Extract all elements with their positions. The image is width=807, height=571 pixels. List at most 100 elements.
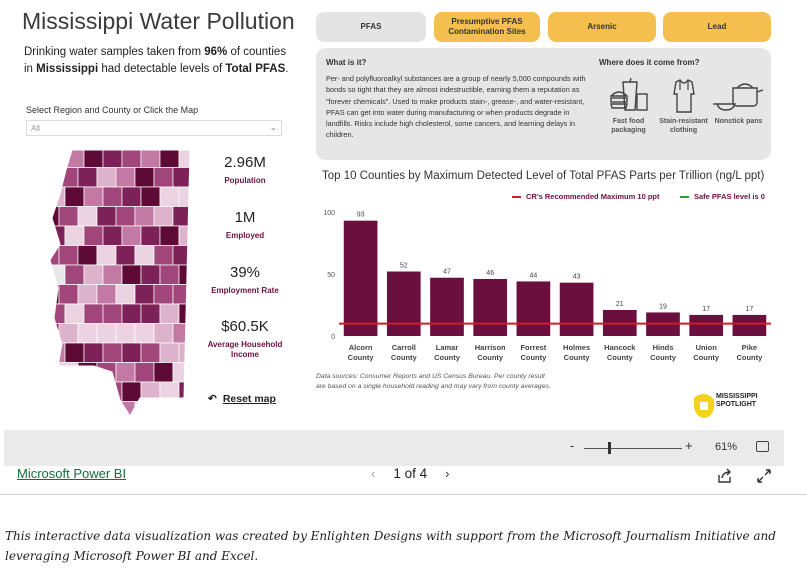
county-shape[interactable] <box>121 342 142 363</box>
county-shape[interactable] <box>159 342 180 363</box>
bar[interactable] <box>559 282 594 336</box>
county-shape[interactable] <box>83 303 104 324</box>
county-shape[interactable] <box>102 303 123 324</box>
county-shape[interactable] <box>64 381 85 402</box>
bar[interactable] <box>732 314 767 336</box>
county-shape[interactable] <box>58 245 79 266</box>
county-shape[interactable] <box>77 401 98 421</box>
bar[interactable] <box>386 271 421 336</box>
reset-map-button[interactable]: ↶ Reset map <box>208 393 276 405</box>
bar[interactable] <box>689 314 724 336</box>
county-shape[interactable] <box>102 186 123 207</box>
county-shape[interactable] <box>121 148 142 168</box>
county-shape[interactable] <box>121 303 142 324</box>
county-shape[interactable] <box>178 342 196 363</box>
county-shape[interactable] <box>172 245 192 266</box>
county-shape[interactable] <box>58 284 79 305</box>
county-shape[interactable] <box>46 264 66 285</box>
county-shape[interactable] <box>64 342 85 363</box>
county-shape[interactable] <box>178 186 196 207</box>
county-shape[interactable] <box>102 225 123 246</box>
county-shape[interactable] <box>140 186 161 207</box>
county-shape[interactable] <box>96 167 117 188</box>
county-shape[interactable] <box>159 264 180 285</box>
county-shape[interactable] <box>83 342 104 363</box>
county-shape[interactable] <box>172 362 192 383</box>
powerbi-link[interactable]: Microsoft Power BI <box>17 466 127 481</box>
county-shape[interactable] <box>102 264 123 285</box>
county-shape[interactable] <box>172 323 192 344</box>
county-shape[interactable] <box>96 206 117 227</box>
bar[interactable] <box>430 277 464 336</box>
county-shape[interactable] <box>46 186 66 207</box>
region-county-dropdown[interactable]: All ⌄ <box>26 120 282 136</box>
county-shape[interactable] <box>159 186 180 207</box>
county-shape[interactable] <box>140 342 161 363</box>
county-shape[interactable] <box>77 362 98 383</box>
county-shape[interactable] <box>115 401 136 421</box>
next-page-button[interactable]: › <box>445 466 450 481</box>
county-shape[interactable] <box>153 362 174 383</box>
county-shape[interactable] <box>115 323 136 344</box>
county-shape[interactable] <box>64 264 85 285</box>
county-shape[interactable] <box>115 362 136 383</box>
county-shape[interactable] <box>140 303 161 324</box>
county-shape[interactable] <box>64 186 85 207</box>
county-shape[interactable] <box>77 284 98 305</box>
county-shape[interactable] <box>153 245 174 266</box>
county-shape[interactable] <box>134 401 155 421</box>
county-shape[interactable] <box>64 303 85 324</box>
county-shape[interactable] <box>102 148 123 168</box>
county-shape[interactable] <box>96 362 117 383</box>
county-shape[interactable] <box>64 225 85 246</box>
county-shape[interactable] <box>153 206 174 227</box>
county-shape[interactable] <box>115 245 136 266</box>
county-shape[interactable] <box>159 225 180 246</box>
county-shape[interactable] <box>96 245 117 266</box>
bar[interactable] <box>473 278 508 336</box>
county-shape[interactable] <box>140 381 161 402</box>
fit-to-page-icon[interactable] <box>756 441 769 452</box>
county-shape[interactable] <box>159 381 180 402</box>
county-shape[interactable] <box>58 206 79 227</box>
county-shape[interactable] <box>121 186 142 207</box>
zoom-in-button[interactable]: + <box>685 438 693 453</box>
county-shape[interactable] <box>44 206 60 227</box>
county-shape[interactable] <box>121 225 142 246</box>
tab-presumptive-pfas-sites[interactable]: Presumptive PFAS Contamination Sites <box>434 12 540 42</box>
county-shape[interactable] <box>115 206 136 227</box>
share-icon[interactable] <box>717 468 733 484</box>
county-shape[interactable] <box>102 342 123 363</box>
county-shape[interactable] <box>46 381 66 402</box>
tab-arsenic[interactable]: Arsenic <box>548 12 656 42</box>
county-shape[interactable] <box>96 401 117 421</box>
county-shape[interactable] <box>178 148 196 168</box>
mississippi-county-map[interactable] <box>44 148 196 420</box>
county-shape[interactable] <box>140 148 161 168</box>
zoom-slider-thumb[interactable] <box>608 442 611 454</box>
county-shape[interactable] <box>58 167 79 188</box>
county-shape[interactable] <box>121 381 142 402</box>
county-shape[interactable] <box>115 284 136 305</box>
county-shape[interactable] <box>58 362 79 383</box>
county-shape[interactable] <box>83 225 104 246</box>
county-shape[interactable] <box>159 148 180 168</box>
county-shape[interactable] <box>159 303 180 324</box>
county-cells[interactable] <box>44 148 196 420</box>
county-shape[interactable] <box>121 264 142 285</box>
county-shape[interactable] <box>77 245 98 266</box>
county-shape[interactable] <box>153 401 174 421</box>
county-shape[interactable] <box>172 206 192 227</box>
county-shape[interactable] <box>140 264 161 285</box>
zoom-out-button[interactable]: - <box>570 438 575 453</box>
county-shape[interactable] <box>44 167 60 188</box>
county-shape[interactable] <box>153 284 174 305</box>
tab-lead[interactable]: Lead <box>663 12 771 42</box>
county-shape[interactable] <box>58 323 79 344</box>
county-shape[interactable] <box>153 323 174 344</box>
county-shape[interactable] <box>83 264 104 285</box>
bar[interactable] <box>516 281 551 336</box>
prev-page-button[interactable]: ‹ <box>371 466 376 481</box>
county-shape[interactable] <box>172 284 192 305</box>
county-shape[interactable] <box>134 323 155 344</box>
